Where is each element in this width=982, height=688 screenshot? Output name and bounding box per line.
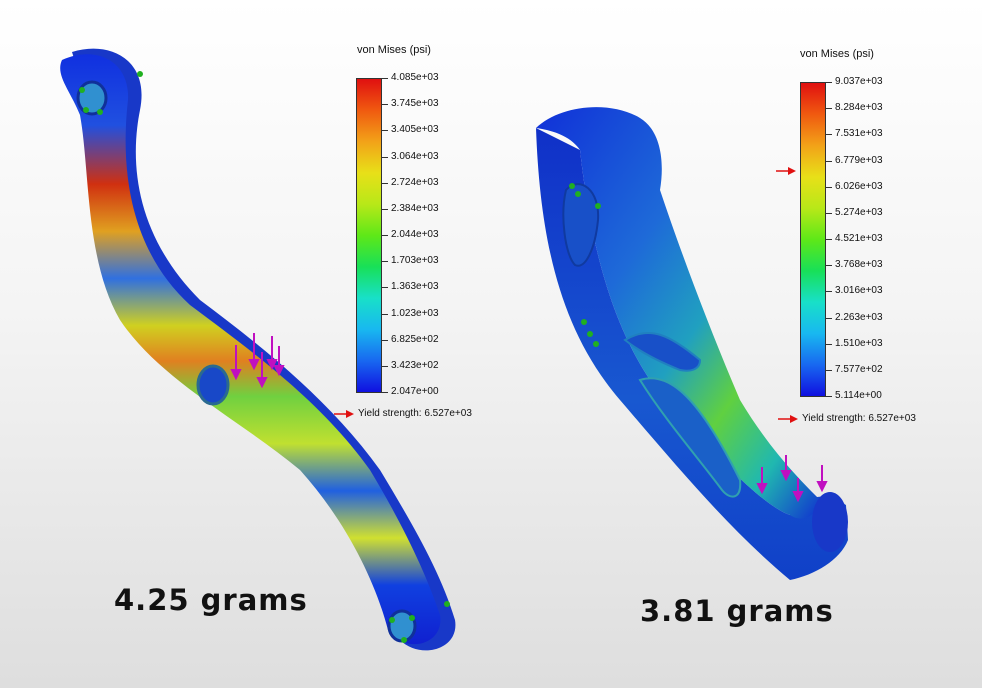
right-part-upper-cutout — [562, 183, 600, 267]
right-legend-tick-mark — [826, 239, 832, 240]
left-legend-tick-label: 3.064e+03 — [391, 150, 439, 162]
right-legend-tick-label: 7.531e+03 — [835, 128, 883, 140]
right-legend-tick-label: 6.026e+03 — [835, 180, 883, 192]
right-part-fixture — [569, 183, 601, 347]
left-legend-tick-mark — [382, 78, 388, 79]
right-legend-tick-mark — [826, 369, 832, 371]
right-part-model — [536, 107, 848, 580]
left-legend-tick-label: 1.023e+03 — [391, 307, 439, 319]
right-legend-tick-label: 4.521e+03 — [835, 233, 883, 244]
left-legend-tick-label: 2.047e+00 — [391, 386, 439, 397]
right-part-top-face — [536, 107, 820, 519]
right-legend-tick-mark — [826, 396, 832, 397]
right-legend-tick-mark — [826, 82, 832, 83]
right-legend-tick-label: 3.016e+03 — [835, 285, 883, 297]
left-legend-tick-label: 3.745e+03 — [391, 98, 439, 110]
right-legend-tick-mark — [826, 212, 832, 214]
left-legend-tick-mark — [382, 208, 388, 210]
left-legend-tick-mark — [382, 392, 388, 393]
right-yield-label: Yield strength: 6.527e+03 — [802, 413, 916, 424]
left-legend-tick-mark — [382, 287, 388, 289]
right-legend-tick-mark — [826, 291, 832, 293]
right-legend-title: von Mises (psi) — [800, 48, 874, 60]
left-legend-tick-label: 4.085e+03 — [391, 72, 439, 83]
right-legend-colorbar — [800, 82, 826, 397]
left-legend-tick-label: 2.384e+03 — [391, 202, 439, 214]
right-mass-label: 3.81 grams — [640, 594, 834, 628]
right-legend-tick-mark — [826, 186, 832, 188]
right-legend-tick-mark — [826, 108, 832, 110]
left-legend-tick-mark — [382, 156, 388, 158]
left-legend-tick-mark — [382, 104, 388, 106]
right-legend-tick-label: 9.037e+03 — [835, 76, 883, 87]
left-legend-tick-label: 3.405e+03 — [391, 124, 439, 136]
right-yield-arrow-icon — [778, 415, 798, 423]
right-legend-tick-mark — [826, 160, 832, 162]
right-legend-tick-mark — [826, 265, 832, 267]
right-legend-tick-mark — [826, 134, 832, 136]
right-part-load-arrows — [756, 455, 828, 503]
left-yield-arrow-icon — [334, 410, 354, 418]
left-legend-tick-mark — [382, 339, 388, 341]
left-part-fixture-bottom — [389, 601, 450, 643]
left-part-fixture-top — [79, 71, 143, 115]
left-part-middle-hole — [196, 364, 230, 406]
left-part-load-arrows — [230, 333, 285, 389]
right-part-lower-cutout-1 — [623, 331, 702, 372]
left-legend-tick-mark — [382, 261, 388, 263]
right-legend-tick-label: 5.274e+03 — [835, 206, 883, 218]
left-legend-tick-mark — [382, 130, 388, 132]
left-legend-title: von Mises (psi) — [357, 44, 431, 56]
left-legend-tick-label: 3.423e+02 — [391, 359, 439, 371]
right-yield-arrow-icon-bar — [776, 167, 796, 175]
left-legend-tick-mark — [382, 313, 388, 315]
left-legend-tick-mark — [382, 235, 388, 236]
right-part-lower-cutout-2 — [638, 377, 742, 498]
left-part-top-face — [60, 54, 441, 645]
left-legend-colorbar — [356, 78, 382, 393]
left-yield-label: Yield strength: 6.527e+03 — [358, 408, 472, 419]
left-part-top-hole — [76, 80, 108, 116]
left-legend-tick-label: 6.825e+02 — [391, 333, 439, 345]
right-legend-tick-mark — [826, 317, 832, 319]
left-legend-tick-mark — [382, 365, 388, 367]
right-legend-tick-label: 5.114e+00 — [835, 390, 882, 401]
right-legend-tick-label: 3.768e+03 — [835, 259, 883, 271]
right-legend-tick-mark — [826, 343, 832, 345]
right-legend-tick-label: 8.284e+03 — [835, 102, 883, 114]
left-legend-tick-label: 2.724e+03 — [391, 176, 439, 188]
left-legend-tick-label: 2.044e+03 — [391, 229, 439, 240]
right-legend-tick-label: 6.779e+03 — [835, 154, 883, 166]
left-legend-tick-label: 1.703e+03 — [391, 255, 439, 267]
right-legend-tick-label: 1.510e+03 — [835, 337, 883, 349]
left-mass-label: 4.25 grams — [114, 583, 308, 617]
right-legend-tick-label: 2.263e+03 — [835, 311, 883, 323]
left-legend-tick-mark — [382, 182, 388, 184]
right-part-end-boss — [812, 492, 848, 552]
left-part-model — [60, 48, 456, 651]
left-legend-tick-label: 1.363e+03 — [391, 281, 439, 293]
right-legend-tick-label: 7.577e+02 — [835, 363, 883, 375]
